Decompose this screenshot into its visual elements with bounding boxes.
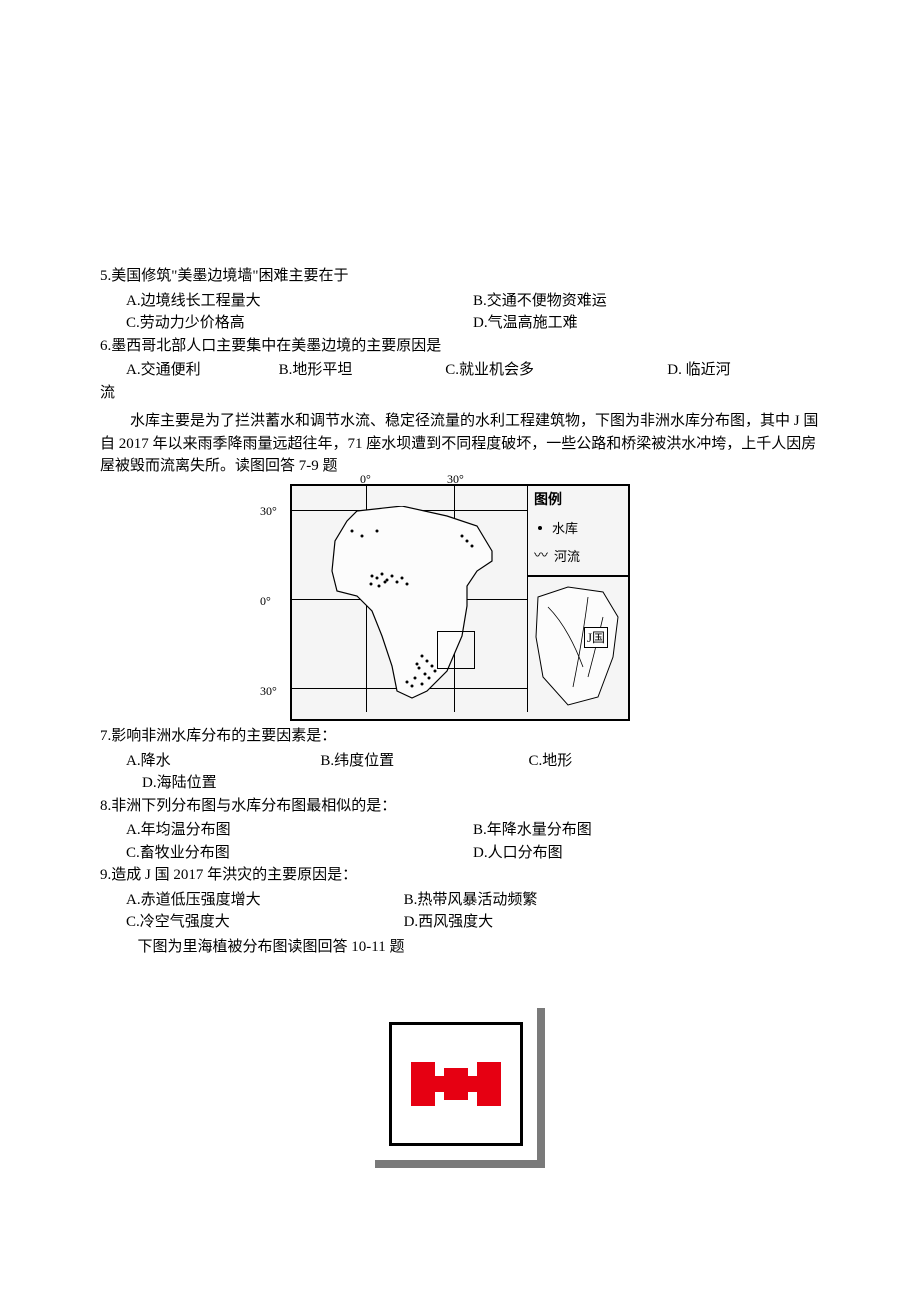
reservoir-dot-icon bbox=[538, 526, 542, 530]
lat-0-label: 0° bbox=[260, 592, 271, 610]
q8-stem: 8.非洲下列分布图与水库分布图最相似的是： bbox=[100, 795, 820, 818]
q7-option-a: A.降水 bbox=[126, 750, 320, 773]
lat-30s-label: 30° bbox=[260, 682, 277, 700]
q6-options: A.交通便利 B.地形平坦 C.就业机会多 D. 临近河 bbox=[100, 359, 820, 382]
q5-option-d: D.气温高施工难 bbox=[473, 312, 820, 335]
q6-option-a: A.交通便利 bbox=[126, 359, 279, 382]
q6-option-d-continuation: 流 bbox=[100, 382, 820, 405]
africa-map-block: 30° 0° 30° 0° 30° bbox=[100, 484, 820, 722]
q9-option-b: B.热带风暴活动频繁 bbox=[404, 889, 820, 912]
passage-africa: 水库主要是为了拦洪蓄水和调节水流、稳定径流量的水利工程建筑物，下图为非洲水库分布… bbox=[100, 410, 820, 478]
legend-title: 图例 bbox=[534, 490, 622, 511]
africa-right-panel: 图例 水库 〰 河流 bbox=[528, 486, 628, 720]
q5-option-b: B.交通不便物资难运 bbox=[473, 290, 820, 313]
q8-option-a: A.年均温分布图 bbox=[126, 819, 473, 842]
lat-30n-label: 30° bbox=[260, 502, 277, 520]
q5-stem: 5.美国修筑"美墨边境墙"困难主要在于 bbox=[100, 265, 820, 288]
africa-outline bbox=[327, 506, 497, 701]
q6-stem: 6.墨西哥北部人口主要集中在美墨边境的主要原因是 bbox=[100, 335, 820, 358]
q6-option-b: B.地形平坦 bbox=[279, 359, 446, 382]
q5-options: A.边境线长工程量大 B.交通不便物资难运 C.劳动力少价格高 D.气温高施工难 bbox=[100, 290, 820, 335]
legend-river: 〰 河流 bbox=[534, 546, 622, 567]
q7-option-d: D.海陆位置 bbox=[126, 772, 217, 795]
inset-svg bbox=[528, 577, 628, 712]
figure-inner bbox=[389, 1022, 523, 1146]
broken-image-icon bbox=[411, 1062, 501, 1106]
africa-map: 0° 30° bbox=[290, 484, 630, 722]
q7-stem: 7.影响非洲水库分布的主要因素是： bbox=[100, 725, 820, 748]
placeholder-figure bbox=[100, 1008, 820, 1168]
lon-30-label: 30° bbox=[447, 470, 464, 488]
inset-indicator bbox=[437, 631, 475, 669]
q5-option-c: C.劳动力少价格高 bbox=[126, 312, 473, 335]
q9-option-c: C.冷空气强度大 bbox=[126, 911, 404, 934]
q9-stem: 9.造成 J 国 2017 年洪灾的主要原因是： bbox=[100, 864, 820, 887]
q7-option-b: B.纬度位置 bbox=[320, 750, 528, 773]
map-legend: 图例 水库 〰 河流 bbox=[528, 486, 628, 576]
j-country-label: J国 bbox=[584, 627, 608, 649]
q9-option-d: D.西风强度大 bbox=[404, 911, 820, 934]
legend-reservoir: 水库 bbox=[534, 519, 622, 539]
figure-frame bbox=[375, 1008, 545, 1168]
q8-option-c: C.畜牧业分布图 bbox=[126, 842, 473, 865]
inset-map: J国 bbox=[528, 576, 628, 720]
q6-option-c: C.就业机会多 bbox=[445, 359, 667, 382]
q6-option-d: D. 临近河 bbox=[667, 359, 820, 382]
africa-main-panel: 0° 30° bbox=[292, 486, 528, 712]
q7-options: A.降水 B.纬度位置 C.地形 bbox=[100, 750, 820, 773]
q9-option-a: A.赤道低压强度增大 bbox=[126, 889, 404, 912]
passage-caspian: 下图为里海植被分布图读图回答 10-11 题 bbox=[100, 936, 820, 959]
legend-reservoir-label: 水库 bbox=[552, 519, 578, 539]
q8-option-b: B.年降水量分布图 bbox=[473, 819, 820, 842]
q8-option-d: D.人口分布图 bbox=[473, 842, 820, 865]
river-line-icon: 〰 bbox=[534, 546, 546, 567]
legend-river-label: 河流 bbox=[554, 547, 580, 567]
q5-option-a: A.边境线长工程量大 bbox=[126, 290, 473, 313]
q7-options-line2: D.海陆位置 bbox=[100, 772, 820, 795]
q9-options: A.赤道低压强度增大 B.热带风暴活动频繁 C.冷空气强度大 D.西风强度大 bbox=[100, 889, 820, 934]
q7-option-c: C.地形 bbox=[529, 750, 820, 773]
q8-options: A.年均温分布图 B.年降水量分布图 C.畜牧业分布图 D.人口分布图 bbox=[100, 819, 820, 864]
